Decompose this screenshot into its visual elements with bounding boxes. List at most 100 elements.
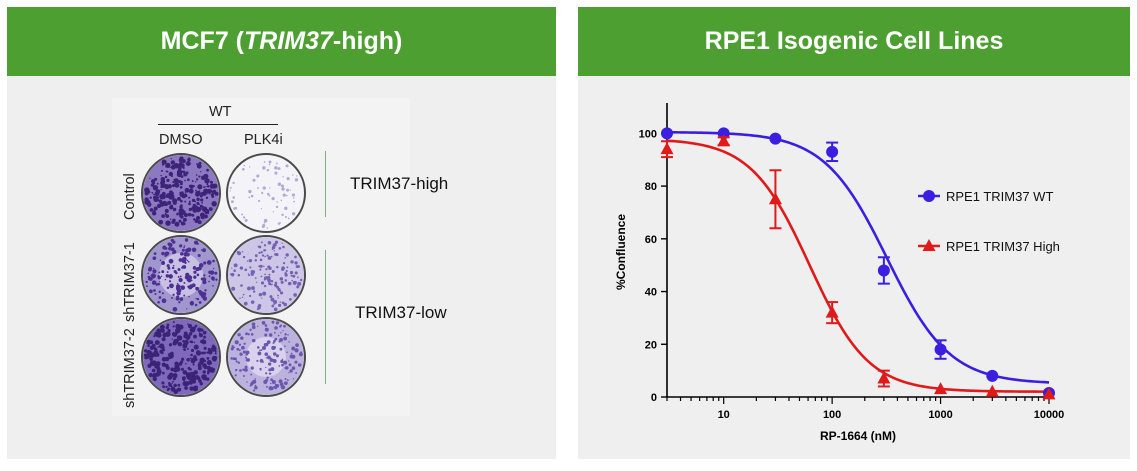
- colony-speck: [277, 334, 280, 337]
- well-sh1-dmso: [141, 235, 221, 315]
- colony-speck: [164, 254, 167, 257]
- colony-speck: [191, 206, 196, 211]
- colony-speck: [287, 334, 289, 336]
- data-point-wt: [769, 132, 782, 145]
- colony-speck: [184, 192, 186, 194]
- legend-label: RPE1 TRIM37 WT: [946, 189, 1053, 204]
- colony-speck: [249, 328, 252, 331]
- colony-speck: [258, 306, 261, 310]
- colony-speck: [212, 259, 215, 263]
- fit-curve: [666, 130, 1050, 384]
- colony-speck: [266, 376, 269, 379]
- colony-speck: [160, 188, 162, 191]
- colony-speck: [191, 375, 197, 381]
- colony-speck: [282, 360, 288, 365]
- colony-speck: [256, 174, 260, 178]
- colony-speck: [157, 275, 160, 278]
- well-control-dmso: [141, 153, 221, 233]
- colony-speck: [286, 194, 288, 197]
- colony-speck: [267, 192, 270, 196]
- row-label-shtrim37-2: shTRIM37-2: [122, 328, 138, 408]
- colony-speck: [177, 196, 181, 201]
- colony-speck: [258, 245, 262, 249]
- colony-speck: [234, 374, 237, 377]
- colony-speck: [164, 175, 168, 179]
- colony-speck: [268, 372, 272, 375]
- colony-speck: [210, 362, 213, 365]
- colony-speck: [176, 290, 181, 296]
- colony-speck: [300, 351, 303, 354]
- colony-speck: [283, 324, 286, 328]
- colony-speck: [249, 266, 252, 269]
- y-tick-label: 100: [639, 128, 657, 140]
- colony-speck: [271, 379, 276, 384]
- colony-speck: [188, 207, 193, 212]
- colony-speck: [273, 339, 276, 343]
- colony-speck: [184, 381, 190, 386]
- colony-speck: [295, 372, 298, 374]
- colony-speck: [161, 298, 167, 304]
- colony-speck: [292, 197, 295, 199]
- colony-speck: [284, 333, 287, 336]
- colony-speck: [167, 352, 173, 358]
- colony-speck: [196, 197, 200, 202]
- colony-speck: [275, 205, 279, 209]
- colony-speck: [168, 383, 172, 388]
- colony-speck: [169, 218, 172, 221]
- colony-speck: [257, 351, 262, 356]
- colony-speck: [252, 379, 257, 384]
- colony-speck: [284, 256, 287, 259]
- colony-speck: [208, 192, 211, 195]
- colony-speck: [274, 171, 278, 175]
- colony-speck: [239, 297, 241, 299]
- colony-speck: [251, 325, 256, 330]
- colony-speck: [285, 269, 288, 273]
- colony-speck: [241, 251, 244, 253]
- colony-speck: [275, 285, 279, 289]
- colony-speck: [146, 285, 148, 288]
- colony-speck: [203, 351, 206, 355]
- colony-speck: [149, 340, 154, 345]
- colony-speck: [164, 160, 167, 163]
- colony-speck: [252, 178, 256, 182]
- colony-speck: [271, 269, 275, 273]
- colony-speck: [256, 359, 259, 362]
- colony-speck: [172, 251, 175, 255]
- colony-speck: [172, 376, 177, 381]
- colony-speck: [167, 266, 171, 270]
- colony-speck: [168, 343, 173, 347]
- colony-speck: [210, 208, 213, 211]
- colony-speck: [284, 215, 287, 219]
- colony-speck: [198, 330, 201, 333]
- colony-speck: [278, 303, 282, 307]
- colony-speck: [211, 201, 217, 207]
- colony-speck: [170, 367, 175, 372]
- colony-speck: [294, 271, 298, 275]
- colony-speck: [296, 175, 298, 177]
- colony-speck: [189, 386, 194, 391]
- colony-speck: [233, 346, 235, 349]
- colony-speck: [268, 386, 273, 391]
- colony-speck: [264, 249, 267, 251]
- colony-speck: [260, 241, 263, 244]
- colony-speck: [165, 162, 171, 168]
- colony-speck: [288, 372, 290, 374]
- colony-speck: [172, 306, 178, 312]
- colony-speck: [184, 214, 186, 216]
- colony-speck: [198, 332, 201, 335]
- colony-speck: [255, 281, 258, 283]
- colony-speck: [165, 220, 171, 226]
- y-tick-label: 40: [645, 287, 657, 299]
- colony-speck: [175, 284, 181, 289]
- colony-speck: [202, 330, 207, 335]
- colony-speck: [193, 334, 197, 339]
- colony-speck: [270, 280, 274, 283]
- colony-speck: [203, 261, 207, 265]
- colony-speck: [164, 208, 169, 213]
- colony-speck: [176, 282, 179, 285]
- colony-speck: [204, 289, 207, 292]
- left-panel-title: MCF7 (TRIM37 -high): [7, 7, 556, 76]
- colony-speck: [180, 252, 184, 256]
- colony-speck: [178, 220, 181, 223]
- colony-speck: [291, 346, 296, 351]
